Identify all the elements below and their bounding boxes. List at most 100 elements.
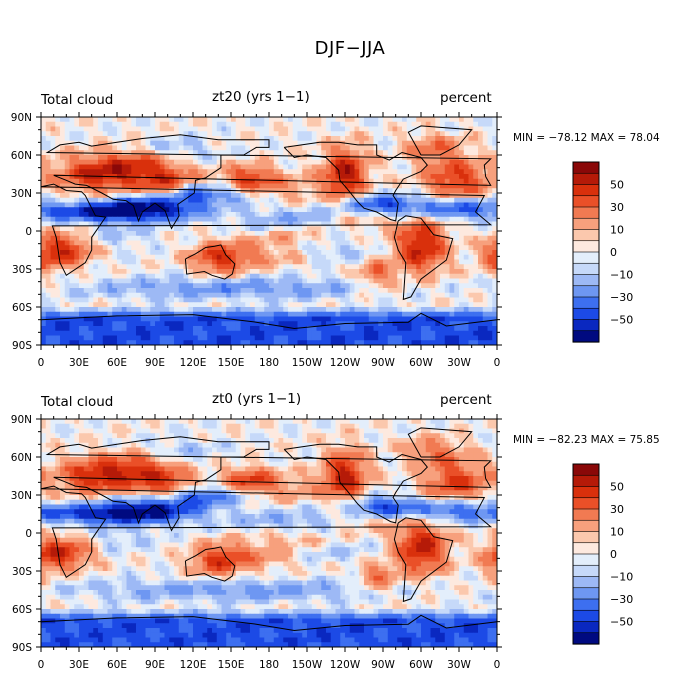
- field-cell: [155, 419, 161, 425]
- field-cell: [430, 259, 436, 265]
- field-cell: [159, 202, 165, 208]
- field-cell: [283, 164, 289, 170]
- field-cell: [55, 178, 61, 184]
- field-cell: [368, 216, 374, 222]
- field-cell: [69, 178, 75, 184]
- field-cell: [421, 264, 427, 270]
- field-cell: [487, 321, 493, 327]
- field-cell: [193, 188, 199, 194]
- field-cell: [340, 340, 346, 346]
- field-cell: [174, 155, 180, 161]
- field-cell: [140, 278, 146, 284]
- field-cell: [273, 221, 279, 227]
- field-cell: [292, 250, 298, 256]
- field-cell: [202, 283, 208, 289]
- field-cell: [449, 340, 455, 346]
- field-cell: [345, 150, 351, 156]
- field-cell: [345, 302, 351, 308]
- field-cell: [292, 316, 298, 322]
- field-cell: [250, 221, 256, 227]
- field-cell: [482, 183, 488, 189]
- field-cell: [150, 330, 156, 336]
- field-cell: [421, 330, 427, 336]
- field-cell: [297, 169, 303, 175]
- field-cell: [378, 164, 384, 170]
- field-cell: [69, 231, 75, 237]
- field-cell: [435, 278, 441, 284]
- field-cell: [288, 340, 294, 346]
- field-cell: [197, 254, 203, 260]
- field-cell: [307, 311, 313, 317]
- field-cell: [383, 145, 389, 151]
- field-cell: [311, 254, 317, 260]
- field-cell: [126, 254, 132, 260]
- field-cell: [164, 150, 170, 156]
- field-cell: [183, 188, 189, 194]
- field-cell: [482, 235, 488, 241]
- field-cell: [216, 330, 222, 336]
- field-cell: [444, 140, 450, 146]
- field-cell: [45, 288, 51, 294]
- colorbar-swatch: [572, 184, 600, 197]
- field-cell: [212, 207, 218, 213]
- field-cell: [463, 259, 469, 265]
- field-cell: [145, 259, 151, 265]
- field-cell: [311, 235, 317, 241]
- field-cell: [60, 419, 66, 425]
- field-cell: [478, 226, 484, 232]
- field-cell: [50, 155, 56, 161]
- field-cell: [259, 145, 265, 151]
- field-cell: [112, 288, 118, 294]
- field-cell: [41, 321, 47, 327]
- field-cell: [283, 159, 289, 165]
- field-cell: [264, 235, 270, 241]
- field-cell: [69, 326, 75, 332]
- field-cell: [55, 419, 61, 425]
- field-cell: [93, 131, 99, 137]
- field-cell: [121, 117, 127, 123]
- field-cell: [264, 164, 270, 170]
- field-cell: [50, 428, 56, 434]
- field-cell: [411, 316, 417, 322]
- field-cell: [349, 335, 355, 341]
- field-cell: [302, 193, 308, 199]
- field-cell: [140, 423, 146, 429]
- field-cell: [117, 164, 123, 170]
- field-cell: [250, 297, 256, 303]
- field-cell: [397, 330, 403, 336]
- field-cell: [359, 178, 365, 184]
- field-cell: [188, 269, 194, 275]
- field-cell: [340, 197, 346, 203]
- field-cell: [421, 231, 427, 237]
- y-tick-label: 60S: [12, 302, 32, 314]
- field-cell: [425, 278, 431, 284]
- field-cell: [354, 423, 360, 429]
- field-cell: [93, 330, 99, 336]
- field-cell: [60, 159, 66, 165]
- field-cell: [83, 326, 89, 332]
- field-cell: [297, 335, 303, 341]
- field-cell: [321, 283, 327, 289]
- field-cell: [131, 169, 137, 175]
- field-cell: [311, 302, 317, 308]
- field-cell: [345, 297, 351, 303]
- field-cell: [468, 226, 474, 232]
- field-cell: [79, 335, 85, 341]
- field-cell: [50, 126, 56, 132]
- field-cell: [178, 423, 184, 429]
- field-cell: [326, 250, 332, 256]
- field-cell: [150, 302, 156, 308]
- field-cell: [145, 193, 151, 199]
- field-cell: [421, 197, 427, 203]
- field-cell: [482, 297, 488, 303]
- field-cell: [169, 159, 175, 165]
- field-cell: [150, 297, 156, 303]
- field-cell: [131, 121, 137, 127]
- field-cell: [174, 307, 180, 313]
- field-cell: [88, 340, 94, 346]
- field-cell: [283, 183, 289, 189]
- field-cell: [430, 117, 436, 123]
- field-cell: [454, 121, 460, 127]
- field-cell: [269, 178, 275, 184]
- field-cell: [269, 326, 275, 332]
